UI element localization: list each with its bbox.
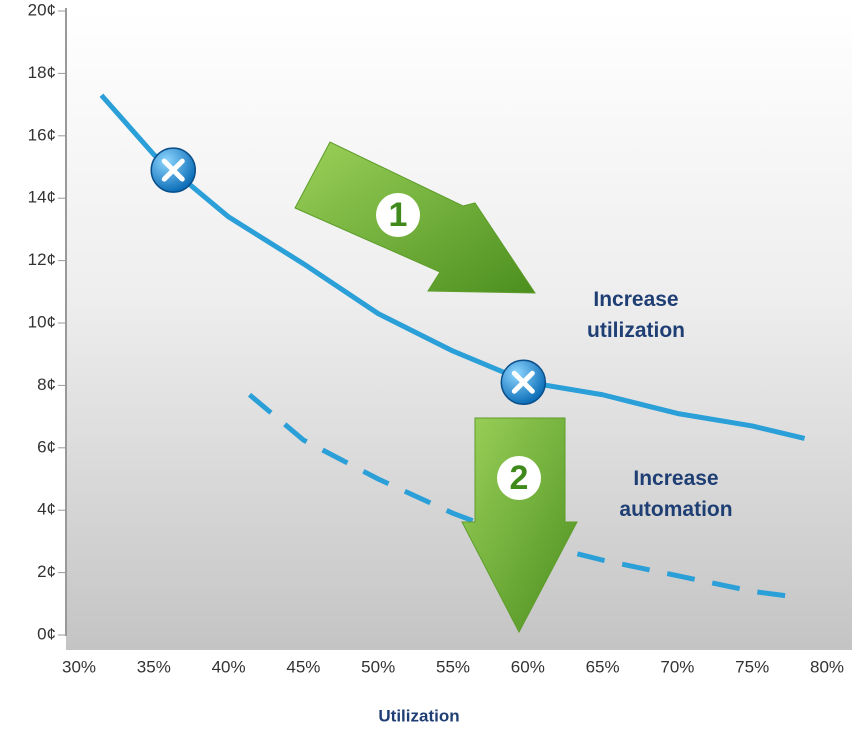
x-tick-label: 35%: [137, 657, 171, 676]
annotation: Increase automation: [619, 467, 733, 521]
x-tick-label: 55%: [436, 657, 470, 676]
step-number: 2: [510, 459, 529, 497]
annotation: Increase utilization: [587, 288, 685, 342]
y-tick-label: 8¢: [37, 375, 56, 394]
y-tick-label: 16¢: [28, 125, 56, 144]
step-badge: [497, 456, 541, 500]
x-tick-label: 45%: [286, 657, 320, 676]
x-tick-label: 65%: [586, 657, 620, 676]
x-axis-title: Utilization: [378, 706, 459, 725]
series-line: [99, 93, 806, 441]
x-tick-label: 70%: [660, 657, 694, 676]
x-tick-label: 60%: [511, 657, 545, 676]
y-tick-label: 0¢: [37, 624, 56, 643]
y-tick-label: 14¢: [28, 188, 56, 207]
plot-background: [66, 8, 852, 650]
marker-cross: [511, 370, 535, 394]
step-number: 1: [389, 196, 408, 234]
y-tick-label: 2¢: [37, 562, 56, 581]
y-tick-label: 18¢: [28, 63, 56, 82]
data-point: [500, 359, 547, 406]
series-line: [247, 392, 801, 601]
x-tick-label: 75%: [735, 657, 769, 676]
x-tick-label: 50%: [361, 657, 395, 676]
x-tick-label: 30%: [62, 657, 96, 676]
arrow-2: [461, 417, 578, 634]
y-tick-label: 4¢: [37, 500, 56, 519]
x-tick-label: 80%: [810, 657, 844, 676]
x-tick-label: 40%: [212, 657, 246, 676]
y-tick-label: 6¢: [37, 437, 56, 456]
y-tick-label: 20¢: [28, 0, 56, 19]
step-badge: [376, 193, 420, 237]
marker-cross: [161, 158, 185, 182]
y-tick-label: 12¢: [28, 250, 56, 269]
y-tick-label: 10¢: [28, 312, 56, 331]
data-point: [150, 147, 196, 193]
